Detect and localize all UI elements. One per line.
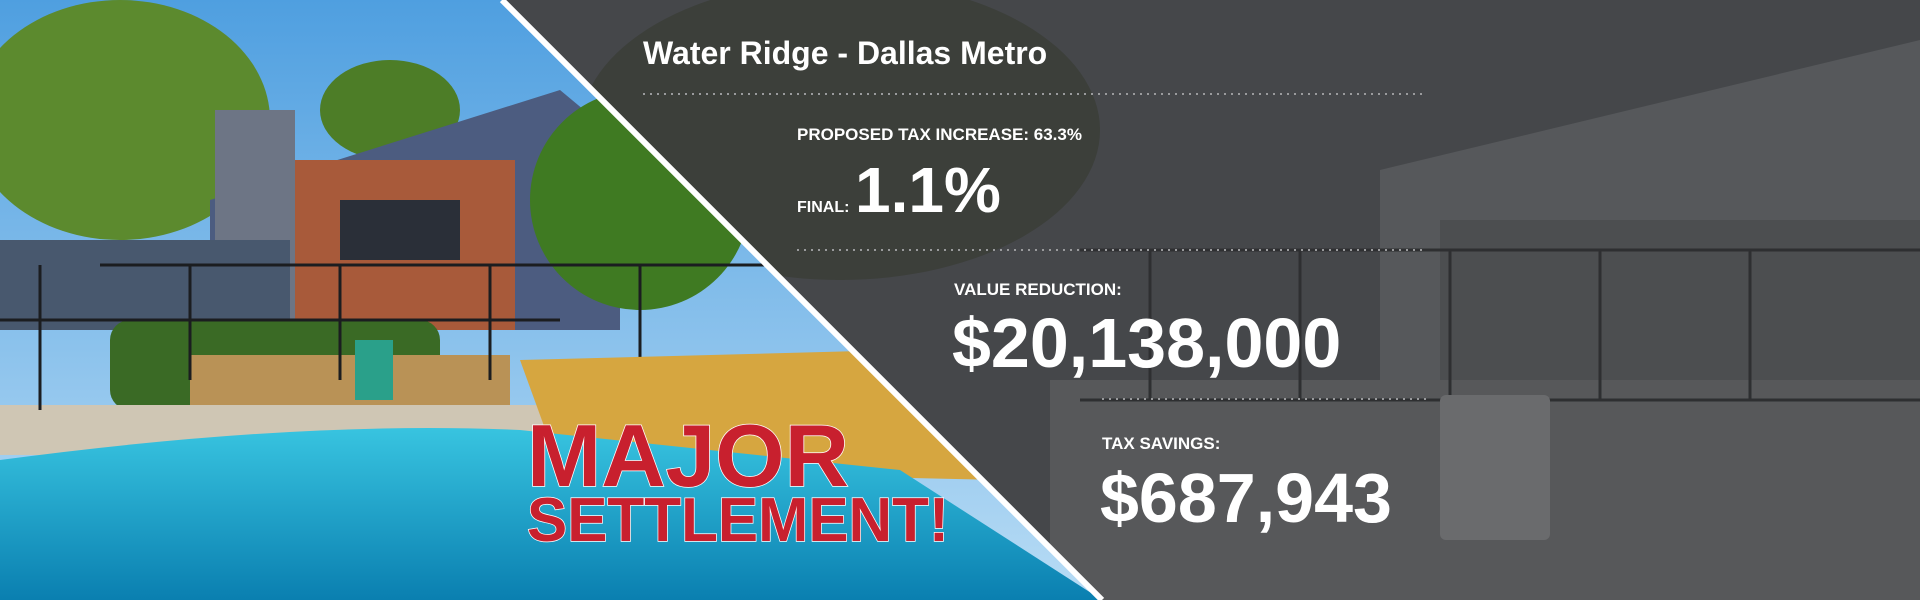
stat-value: 1.1% xyxy=(855,154,1001,226)
stat-label: VALUE REDUCTION: xyxy=(954,280,1122,299)
headline-line-2: SETTLEMENT! xyxy=(527,486,949,555)
stat-label: TAX SAVINGS: xyxy=(1102,434,1220,453)
stat-value: $687,943 xyxy=(1100,459,1392,537)
stat-label: PROPOSED TAX INCREASE: 63.3% xyxy=(797,125,1082,144)
headline-line-1: MAJOR xyxy=(527,406,849,505)
property-title: Water Ridge - Dallas Metro xyxy=(643,35,1047,71)
diagonal-divider xyxy=(499,0,1105,600)
stat-value: $20,138,000 xyxy=(952,304,1341,382)
stat-label: FINAL: xyxy=(797,199,849,216)
